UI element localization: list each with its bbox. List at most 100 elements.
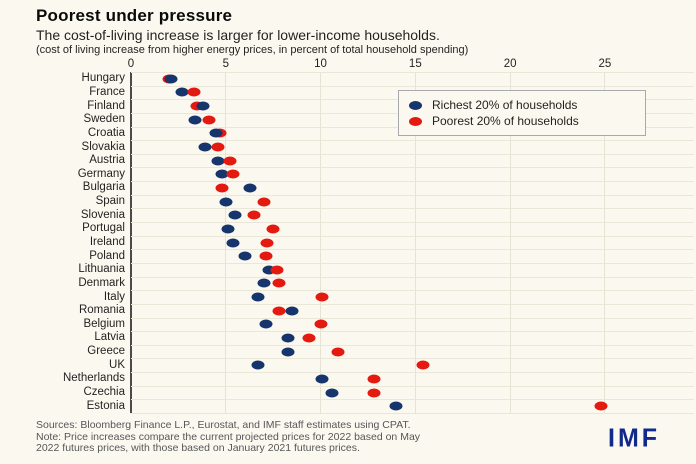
category-label-latvia: Latvia xyxy=(94,331,125,344)
row-separator xyxy=(131,208,694,210)
row-separator xyxy=(131,372,694,374)
dot-poorest-italy xyxy=(315,292,329,302)
dot-richest-italy xyxy=(251,292,265,302)
category-label-estonia: Estonia xyxy=(86,399,125,412)
dot-poorest-netherlands xyxy=(367,374,381,384)
category-label-austria: Austria xyxy=(89,154,125,167)
row-separator xyxy=(131,399,694,401)
chart-caption: (cost of living increase from higher ene… xyxy=(36,44,469,56)
dot-richest-france xyxy=(175,87,189,97)
dot-richest-estonia xyxy=(389,401,403,411)
category-label-belgium: Belgium xyxy=(83,317,125,330)
x-tick-label-20: 20 xyxy=(503,58,517,70)
dot-poorest-bulgaria xyxy=(215,183,229,193)
row-separator xyxy=(131,262,694,264)
row-separator xyxy=(131,344,694,346)
category-label-spain: Spain xyxy=(95,195,125,208)
dot-richest-bulgaria xyxy=(243,183,257,193)
x-tick-label-10: 10 xyxy=(314,58,327,70)
row-separator xyxy=(131,194,694,196)
dot-richest-slovakia xyxy=(198,142,212,152)
category-label-croatia: Croatia xyxy=(87,126,125,139)
dot-richest-sweden xyxy=(188,115,202,125)
category-label-uk: UK xyxy=(109,358,125,371)
dot-richest-latvia xyxy=(281,333,295,343)
row-separator xyxy=(131,235,694,237)
legend-box: Richest 20% of households Poorest 20% of… xyxy=(398,90,646,136)
category-label-bulgaria: Bulgaria xyxy=(82,181,125,194)
dot-poorest-ireland xyxy=(260,238,274,247)
row-separator xyxy=(131,153,694,155)
row-separator xyxy=(131,290,694,292)
dot-richest-croatia xyxy=(209,128,223,138)
dot-poorest-slovakia xyxy=(211,142,225,152)
category-label-slovenia: Slovenia xyxy=(80,208,125,221)
category-label-ireland: Ireland xyxy=(89,236,125,248)
dot-richest-spain xyxy=(219,197,233,207)
category-label-finland: Finland xyxy=(87,99,125,112)
row-separator xyxy=(131,317,694,319)
legend-label-poorest: Poorest 20% of households xyxy=(432,114,579,128)
x-tick-label-15: 15 xyxy=(408,58,422,70)
dot-richest-lithuania xyxy=(262,265,276,275)
row-separator xyxy=(131,85,694,87)
gridline-x-15 xyxy=(414,72,416,413)
category-label-sweden: Sweden xyxy=(83,113,125,126)
dot-richest-austria xyxy=(211,156,225,166)
dot-poorest-france xyxy=(187,87,201,97)
gridline-x-10 xyxy=(320,72,322,413)
dot-richest-poland xyxy=(238,251,252,261)
row-separator xyxy=(131,303,694,305)
dot-richest-ireland xyxy=(226,238,240,247)
row-separator xyxy=(131,413,694,414)
dot-poorest-greece xyxy=(331,347,345,357)
dot-richest-portugal xyxy=(221,224,235,234)
source-note: Sources: Bloomberg Finance L.P., Eurosta… xyxy=(36,419,421,455)
legend-item-richest: Richest 20% of households xyxy=(409,97,637,113)
dot-richest-netherlands xyxy=(315,374,329,384)
dot-poorest-germany xyxy=(226,169,240,179)
row-separator xyxy=(131,249,694,251)
row-separator xyxy=(131,222,694,224)
y-axis-line xyxy=(130,72,132,413)
dot-poorest-poland xyxy=(259,251,273,261)
dot-poorest-lithuania xyxy=(270,265,284,275)
dot-richest-finland xyxy=(196,101,210,111)
dot-richest-slovenia xyxy=(228,210,242,220)
dot-poorest-latvia xyxy=(302,333,316,343)
page-title: Poorest under pressure xyxy=(36,6,233,25)
note-line-1: Note: Price increases compare the curren… xyxy=(36,430,421,443)
row-separator xyxy=(131,358,694,360)
dot-poorest-spain xyxy=(257,197,271,207)
dot-richest-germany xyxy=(215,169,229,179)
category-label-hungary: Hungary xyxy=(81,72,125,85)
dot-poorest-belgium xyxy=(314,319,328,329)
category-label-romania: Romania xyxy=(78,304,125,317)
x-tick-label-0: 0 xyxy=(127,58,135,70)
category-label-portugal: Portugal xyxy=(82,222,125,235)
row-separator xyxy=(131,276,694,278)
category-label-slovakia: Slovakia xyxy=(81,140,125,153)
row-separator xyxy=(131,140,694,142)
dot-richest-greece xyxy=(281,347,295,357)
category-label-poland: Poland xyxy=(89,249,125,262)
dot-poorest-sweden xyxy=(202,115,216,125)
category-label-denmark: Denmark xyxy=(78,276,125,289)
dot-richest-belgium xyxy=(259,319,273,329)
dot-poorest-denmark xyxy=(272,278,286,288)
source-line: Sources: Bloomberg Finance L.P., Eurosta… xyxy=(36,419,411,431)
imf-logo: IMF xyxy=(608,423,661,453)
dot-poorest-slovenia xyxy=(247,210,261,220)
category-label-netherlands: Netherlands xyxy=(62,372,125,385)
row-separator xyxy=(131,385,694,387)
note-line-2: 2022 futures prices, with those based on… xyxy=(36,442,360,454)
dot-poorest-estonia xyxy=(594,401,608,411)
chart-subtitle: The cost-of-living increase is larger fo… xyxy=(36,27,440,43)
legend-label-richest: Richest 20% of households xyxy=(432,98,578,112)
dot-poorest-austria xyxy=(223,156,237,166)
row-separator xyxy=(131,167,694,169)
category-label-czechia: Czechia xyxy=(83,386,125,399)
dot-poorest-romania xyxy=(272,306,286,316)
legend-item-poorest: Poorest 20% of households xyxy=(409,113,637,129)
